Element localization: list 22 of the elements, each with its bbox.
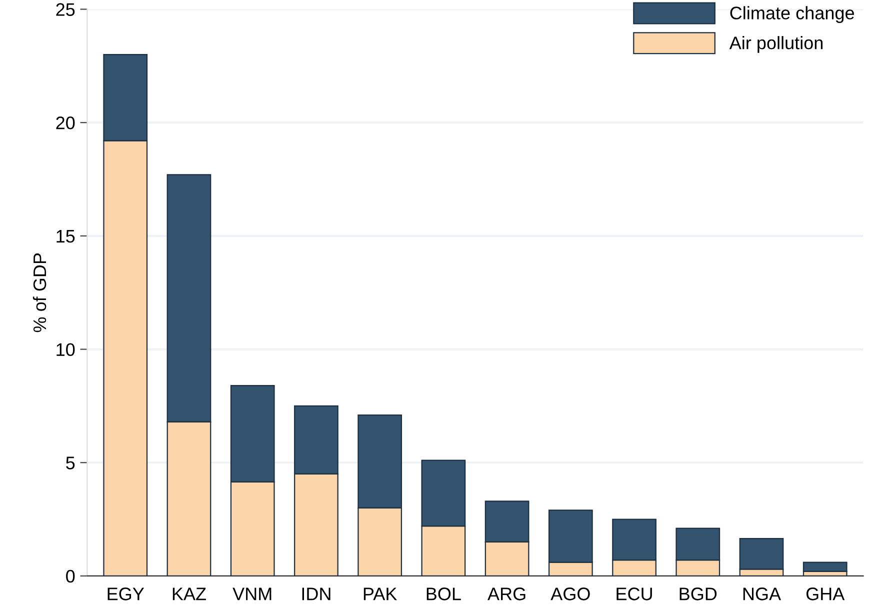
x-tick-label: EGY (108, 588, 144, 600)
y-tick-label: 5 (66, 456, 75, 470)
y-tick-label: 10 (56, 343, 75, 356)
x-tick-label: ARG (488, 588, 526, 600)
x-tick-label: NGA (743, 588, 782, 600)
x-tick-label: GHA (806, 588, 845, 600)
x-tick-label: BOL (426, 588, 461, 600)
x-tick-label: ECU (616, 588, 652, 600)
bar (802, 562, 848, 572)
y-tick-label: 20 (56, 116, 75, 130)
x-tick-label: AGO (550, 588, 590, 600)
x-tick-label: IDN (302, 588, 330, 600)
y-tick-label: 25 (56, 3, 75, 16)
y-tick-label: 15 (56, 230, 75, 243)
y-tick-label: 0 (66, 570, 75, 583)
legend-label: Climate change (730, 6, 854, 23)
x-tick-label: PAK (364, 588, 398, 600)
x-tick-label: KAZ (172, 588, 206, 600)
x-tick-label: BGD (680, 588, 717, 600)
x-tick-label: VNM (232, 588, 272, 600)
legend-label: Air pollution (729, 36, 823, 53)
y-axis-title: % of GDP (32, 253, 46, 332)
